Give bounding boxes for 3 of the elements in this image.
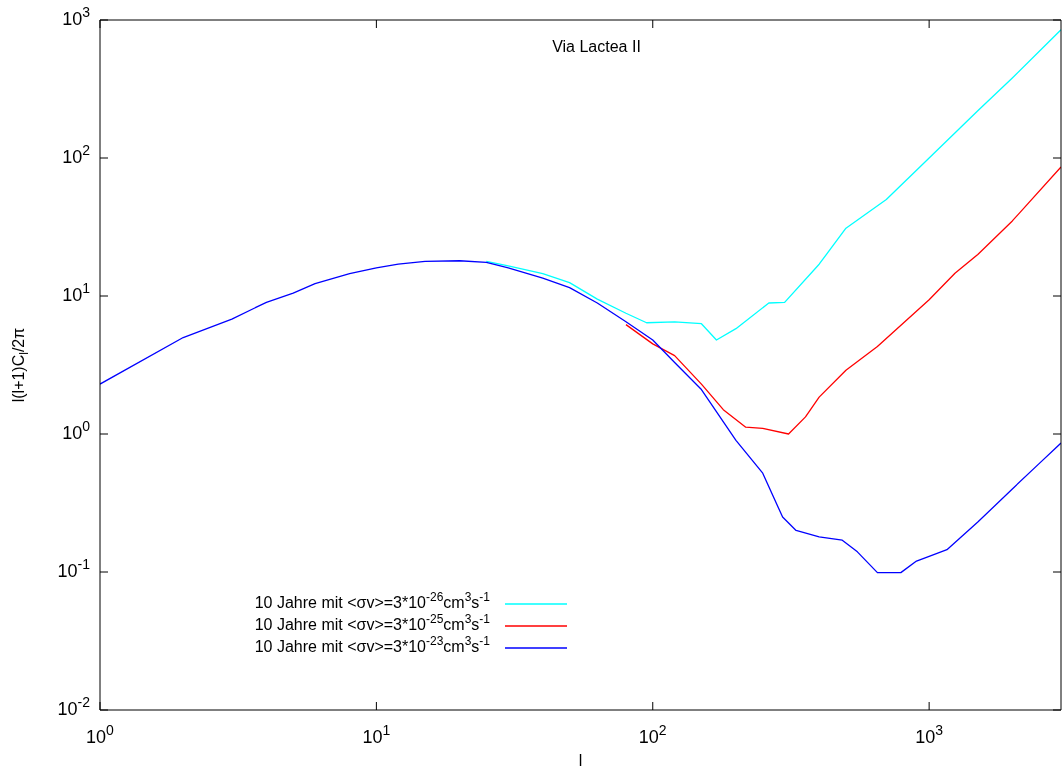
- text: Via Lactea II: [552, 38, 641, 56]
- x-axis-title: l: [578, 752, 583, 770]
- y-axis-title: l(l+1)Cl/2π: [10, 327, 32, 403]
